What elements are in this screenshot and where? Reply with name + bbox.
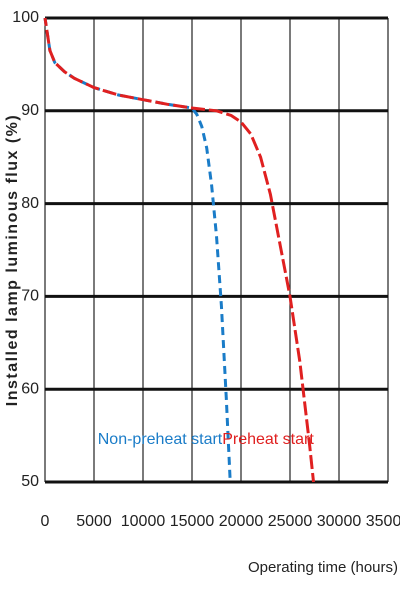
y-tick-label: 50 [21,473,39,490]
series-line [43,17,316,483]
y-tick-label: 100 [12,9,39,26]
x-tick-label: 25000 [268,513,313,530]
y-tick-label: 70 [21,288,39,305]
x-tick-label: 30000 [317,513,362,530]
y-axis-title: Installed lamp luminous flux (%) [4,114,21,406]
x-axis-title: Operating time (hours) [248,559,398,576]
series-label: Preheat start [222,431,314,448]
y-tick-label: 90 [21,102,39,119]
series-line [43,17,232,483]
x-tick-label: 0 [41,513,50,530]
y-tick-label: 60 [21,380,39,397]
y-tick-label: 80 [21,195,39,212]
x-tick-label: 15000 [170,513,215,530]
x-tick-label: 5000 [76,513,112,530]
x-tick-label: 35000 [366,513,400,530]
x-tick-label: 20000 [219,513,264,530]
x-tick-label: 10000 [121,513,166,530]
series-label: Non-preheat start [98,431,223,448]
